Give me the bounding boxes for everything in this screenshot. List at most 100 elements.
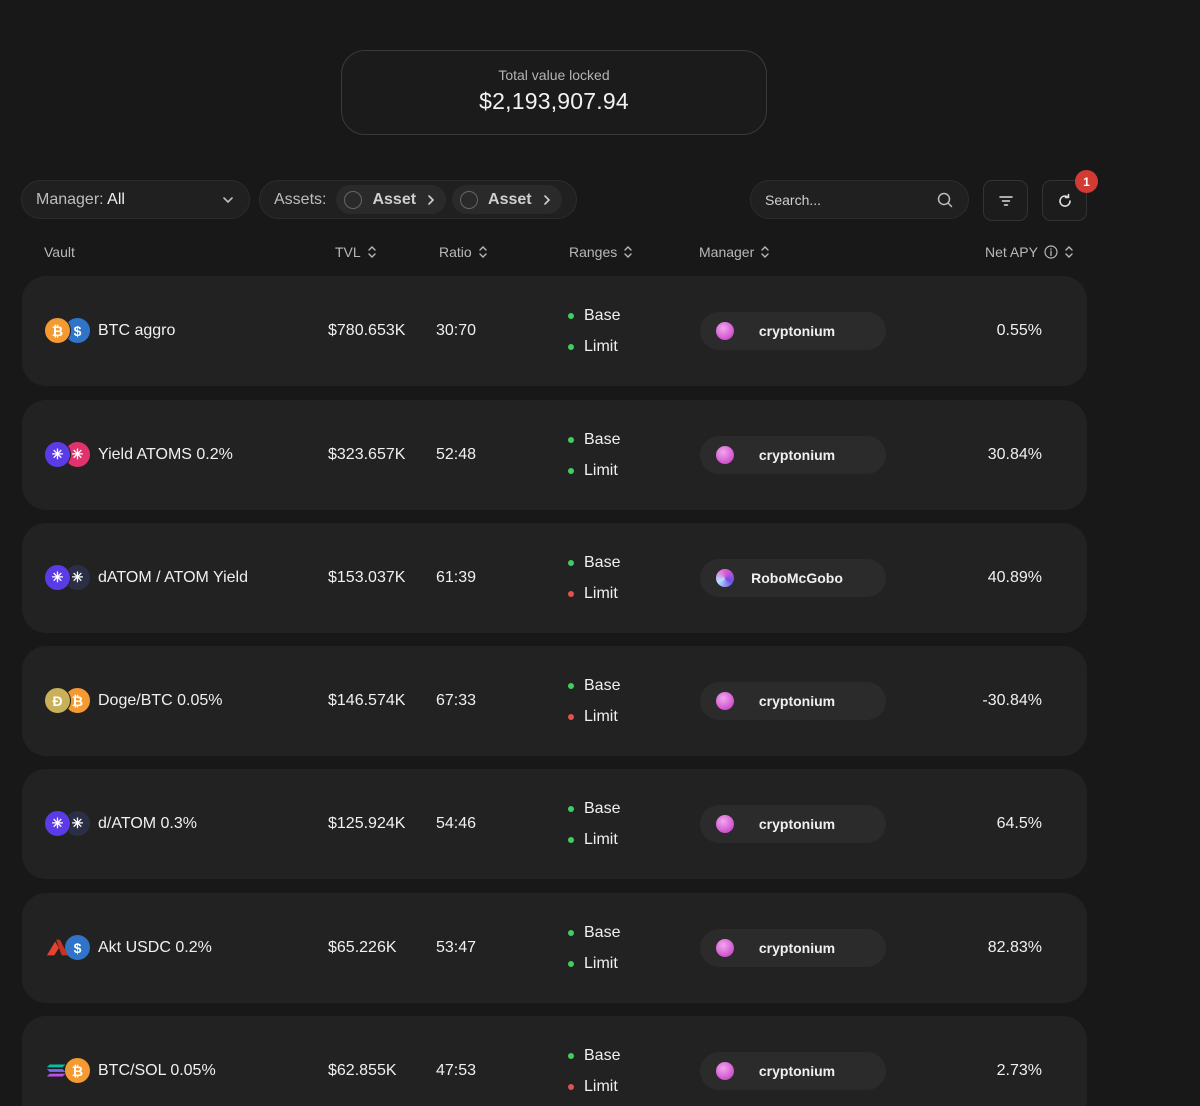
column-header-label: TVL bbox=[335, 244, 361, 260]
vault-row[interactable]: ✳ ✳ Yield ATOMS 0.2% $323.657K 52:48 Bas… bbox=[22, 400, 1087, 510]
avatar bbox=[716, 815, 734, 833]
asset-placeholder-icon bbox=[344, 190, 363, 209]
vault-cell: $ Akt USDC 0.2% bbox=[44, 893, 212, 1003]
status-dot-green bbox=[568, 682, 574, 689]
range-limit: Limit bbox=[568, 948, 618, 979]
manager-pill[interactable]: cryptonium bbox=[700, 805, 886, 843]
vault-ranges: Base Limit bbox=[568, 400, 620, 510]
status-dot-green bbox=[568, 312, 574, 319]
vault-name: dATOM / ATOM Yield bbox=[98, 569, 248, 586]
status-dot-green bbox=[568, 343, 574, 350]
vault-row[interactable]: $ Akt USDC 0.2% $65.226K 53:47 Base Limi… bbox=[22, 893, 1087, 1003]
avatar bbox=[716, 322, 734, 340]
range-label: Base bbox=[584, 1046, 621, 1064]
sort-icon bbox=[478, 246, 487, 258]
notification-badge: 1 bbox=[1075, 170, 1098, 193]
range-base: Base bbox=[568, 793, 620, 824]
column-header-label: Manager bbox=[699, 244, 755, 260]
manager-filter-value: All bbox=[107, 190, 125, 208]
vault-row[interactable]: Ð ₿ Doge/BTC 0.05% $146.574K 67:33 Base … bbox=[22, 646, 1087, 756]
vault-manager: cryptonium bbox=[700, 769, 886, 879]
column-header-label: Net APY bbox=[985, 244, 1038, 260]
vault-tvl: $62.855K bbox=[328, 1062, 397, 1079]
usdc-icon: $ bbox=[64, 934, 91, 961]
asset-select-chip-1[interactable]: Asset bbox=[336, 185, 447, 214]
bitcoin-icon: ₿ bbox=[64, 1057, 91, 1084]
manager-pill[interactable]: cryptonium bbox=[700, 312, 886, 350]
manager-name: cryptonium bbox=[758, 323, 836, 339]
range-base: Base bbox=[568, 300, 620, 331]
range-label: Limit bbox=[584, 1077, 618, 1095]
manager-pill[interactable]: cryptonium bbox=[700, 1052, 886, 1090]
token-pair: ₿ bbox=[44, 1057, 96, 1085]
atom-icon: ✳ bbox=[44, 441, 71, 468]
assets-filter: Assets: Asset Asset bbox=[259, 180, 577, 219]
tvl-label: Total value locked bbox=[498, 67, 610, 83]
column-header-ranges[interactable]: Ranges bbox=[569, 244, 633, 260]
vault-net-apy: 30.84% bbox=[987, 446, 1042, 463]
manager-pill[interactable]: cryptonium bbox=[700, 682, 886, 720]
vault-row[interactable]: ✳ ✳ dATOM / ATOM Yield $153.037K 61:39 B… bbox=[22, 523, 1087, 633]
search-placeholder: Search... bbox=[765, 191, 822, 208]
range-label: Base bbox=[584, 553, 621, 571]
vault-row[interactable]: ₿ $ BTC aggro $780.653K 30:70 Base Limit… bbox=[22, 276, 1087, 386]
manager-filter-label: Manager: All bbox=[36, 191, 125, 209]
chevron-right-icon bbox=[428, 194, 435, 205]
vault-tvl: $153.037K bbox=[328, 569, 406, 586]
vault-ratio: 47:53 bbox=[436, 1062, 477, 1079]
range-base: Base bbox=[568, 547, 620, 578]
column-header-tvl[interactable]: TVL bbox=[335, 244, 377, 260]
manager-name: cryptonium bbox=[758, 816, 836, 832]
column-header-label: Vault bbox=[44, 244, 75, 260]
sort-icon bbox=[761, 246, 769, 258]
vault-ratio: 53:47 bbox=[436, 939, 477, 956]
column-header-manager[interactable]: Manager bbox=[699, 244, 770, 260]
doge-icon: Ð bbox=[44, 687, 71, 714]
asset-placeholder-icon bbox=[460, 190, 479, 209]
range-base: Base bbox=[568, 424, 620, 455]
asset-select-chip-2[interactable]: Asset bbox=[452, 185, 562, 214]
usdc-icon: $ bbox=[64, 317, 91, 344]
status-dot-green bbox=[568, 836, 574, 843]
sort-icon bbox=[367, 246, 376, 258]
range-label: Limit bbox=[584, 584, 618, 602]
vault-cell: ₿ $ BTC aggro bbox=[44, 276, 175, 386]
vault-row[interactable]: ₿ BTC/SOL 0.05% $62.855K 47:53 Base Limi… bbox=[22, 1016, 1087, 1106]
manager-pill[interactable]: cryptonium bbox=[700, 436, 886, 474]
range-label: Base bbox=[584, 306, 621, 324]
assets-filter-label: Assets: bbox=[274, 190, 327, 208]
status-dot-green bbox=[568, 1052, 574, 1059]
search-input[interactable]: Search... bbox=[750, 180, 969, 219]
vault-cell: ✳ ✳ d/ATOM 0.3% bbox=[44, 769, 197, 879]
range-label: Limit bbox=[584, 461, 618, 479]
status-dot-green bbox=[568, 960, 574, 967]
avatar bbox=[716, 1062, 734, 1080]
vault-ratio: 67:33 bbox=[436, 692, 477, 709]
column-header-label: Ranges bbox=[569, 244, 618, 260]
bitcoin-icon: ₿ bbox=[44, 317, 71, 344]
vault-manager: cryptonium bbox=[700, 646, 886, 756]
column-header-net-apy[interactable]: Net APY bbox=[985, 244, 1074, 260]
manager-pill[interactable]: cryptonium bbox=[700, 929, 886, 967]
manager-name: cryptonium bbox=[758, 1063, 836, 1079]
avatar bbox=[716, 446, 734, 464]
info-icon[interactable] bbox=[1044, 245, 1058, 259]
column-header-label: Ratio bbox=[439, 244, 472, 260]
manager-name: RoboMcGobo bbox=[751, 570, 843, 586]
range-label: Limit bbox=[584, 337, 618, 355]
manager-filter-prefix: Manager: bbox=[36, 190, 104, 208]
token-pair: ✳ ✳ bbox=[44, 441, 96, 469]
vault-tvl: $780.653K bbox=[328, 322, 406, 339]
refresh-button[interactable] bbox=[1042, 180, 1087, 221]
column-header-vault: Vault bbox=[44, 244, 75, 260]
vault-row[interactable]: ✳ ✳ d/ATOM 0.3% $125.924K 54:46 Base Lim… bbox=[22, 769, 1087, 879]
atom-pink-icon: ✳ bbox=[64, 441, 91, 468]
filter-button[interactable] bbox=[983, 180, 1028, 221]
manager-pill[interactable]: RoboMcGobo bbox=[700, 559, 886, 597]
column-header-ratio[interactable]: Ratio bbox=[439, 244, 488, 260]
range-label: Base bbox=[584, 799, 621, 817]
vault-name: BTC aggro bbox=[98, 322, 176, 339]
manager-filter-dropdown[interactable]: Manager: All bbox=[21, 180, 250, 219]
vault-name: Akt USDC 0.2% bbox=[98, 939, 212, 956]
vault-ratio: 61:39 bbox=[436, 569, 477, 586]
